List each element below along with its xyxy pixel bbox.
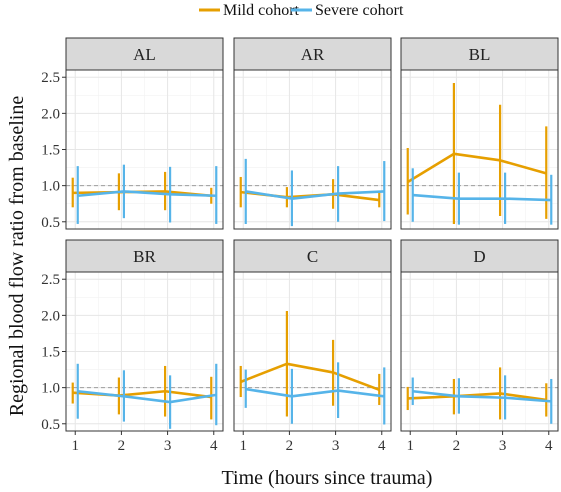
x-axis-title: Time (hours since trauma) bbox=[222, 467, 433, 489]
y-axis-title: Regional blood flow ratio from baseline bbox=[6, 96, 28, 417]
strip-label-AL: AL bbox=[133, 45, 156, 64]
series-line-BR-1 bbox=[77, 389, 217, 404]
y-tick-label: 2.0 bbox=[41, 106, 60, 122]
y-tick-label: 0.5 bbox=[41, 417, 60, 433]
x-tick-label: 1 bbox=[239, 438, 247, 454]
strip-AL bbox=[65, 37, 224, 71]
panel-BL: BL bbox=[400, 37, 559, 230]
series-line-C-0 bbox=[240, 362, 380, 392]
series-line-BL-0 bbox=[407, 152, 547, 184]
panel-border-C bbox=[233, 271, 392, 432]
series-line-D-1 bbox=[412, 389, 552, 403]
panel-AR: AR bbox=[233, 37, 392, 230]
y-tick-label: 1.0 bbox=[41, 381, 60, 397]
panel-AL: AL 0.5 1.0 1.5 2.0 2.5 bbox=[41, 37, 224, 231]
x-tick-label: 4 bbox=[378, 438, 386, 454]
x-tick-label: 3 bbox=[499, 438, 507, 454]
y-tick-label: 1.5 bbox=[41, 345, 60, 361]
y-tick-label: 1.0 bbox=[41, 179, 60, 195]
x-tick-label: 3 bbox=[332, 438, 340, 454]
x-tick-label: 2 bbox=[286, 438, 294, 454]
strip-label-BL: BL bbox=[469, 45, 491, 64]
series-line-AR-1 bbox=[245, 190, 385, 200]
x-tick-label: 4 bbox=[210, 438, 218, 454]
x-tick-label: 3 bbox=[164, 438, 172, 454]
strip-label-AR: AR bbox=[301, 45, 325, 64]
y-tick-label: 1.5 bbox=[41, 143, 60, 159]
strip-D bbox=[400, 239, 559, 273]
legend-label-1: Severe cohort bbox=[315, 2, 404, 19]
y-tick-label: 2.0 bbox=[41, 308, 60, 324]
series-line-AL-1 bbox=[77, 190, 217, 198]
x-tick-label: 1 bbox=[406, 438, 414, 454]
panel-border-BL bbox=[400, 69, 559, 230]
series-line-D-0 bbox=[407, 392, 547, 402]
legend: Mild cohort Severe cohort bbox=[199, 2, 404, 19]
y-tick-label: 2.5 bbox=[41, 272, 60, 288]
x-tick-label: 1 bbox=[71, 438, 79, 454]
panel-C: C 1 2 3 4 bbox=[233, 239, 392, 454]
strip-BR bbox=[65, 239, 224, 273]
strip-AR bbox=[233, 37, 392, 71]
x-tick-label: 2 bbox=[453, 438, 461, 454]
strip-BL bbox=[400, 37, 559, 71]
x-tick-label: 2 bbox=[118, 438, 126, 454]
y-tick-label: 2.5 bbox=[41, 70, 60, 86]
series-line-C-1 bbox=[245, 387, 385, 398]
strip-label-D: D bbox=[473, 247, 485, 266]
strip-C bbox=[233, 239, 392, 273]
panel-border-D bbox=[400, 271, 559, 432]
y-tick-label: 0.5 bbox=[41, 215, 60, 231]
x-tick-label: 4 bbox=[545, 438, 553, 454]
strip-label-BR: BR bbox=[133, 247, 156, 266]
panel-BR: BR 0.5 1.0 1.5 2.0 2.5 1 2 3 4 bbox=[41, 239, 224, 454]
panel-D: D 1 2 3 4 bbox=[400, 239, 559, 454]
panel-border-AR bbox=[233, 69, 392, 230]
legend-label-0: Mild cohort bbox=[223, 2, 300, 19]
series-line-BL-1 bbox=[412, 193, 552, 202]
facet-panels: AL 0.5 1.0 1.5 2.0 2.5 AR BL BR 0.5 1.0 1.5 2.0 2.5 1 2… bbox=[41, 37, 559, 454]
strip-label-C: C bbox=[307, 247, 318, 266]
